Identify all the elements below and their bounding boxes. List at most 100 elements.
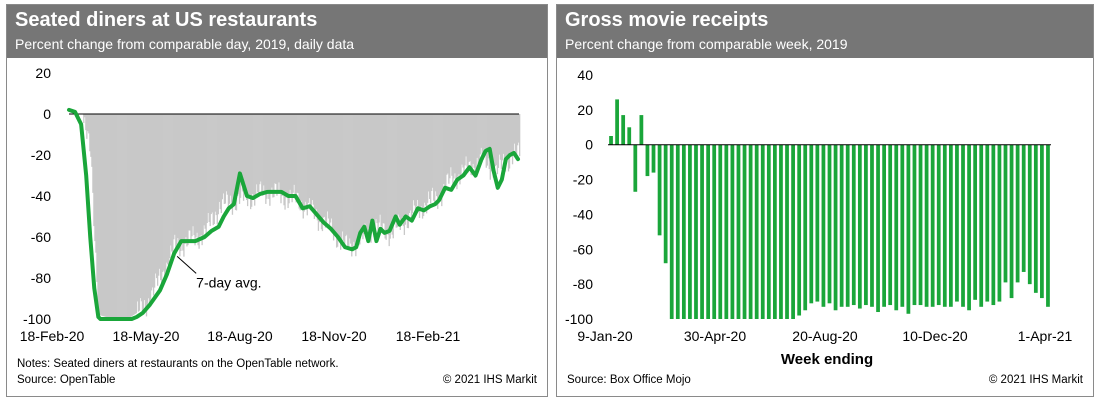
daily-bar <box>255 114 257 196</box>
restaurant-chart-header: Seated diners at US restaurants Percent … <box>7 5 547 58</box>
daily-bar <box>400 114 402 226</box>
daily-bar <box>499 114 502 160</box>
daily-bar <box>225 114 228 192</box>
daily-bar <box>136 114 139 302</box>
daily-bar <box>374 114 376 233</box>
daily-bar <box>330 114 333 219</box>
week-bar <box>797 144 802 316</box>
daily-bar <box>193 114 195 236</box>
daily-bar <box>399 114 401 230</box>
y-tick-label: -100 <box>565 311 593 327</box>
daily-bar <box>95 114 97 253</box>
daily-bar <box>207 114 209 213</box>
daily-bar <box>173 114 175 240</box>
daily-bar <box>288 114 290 204</box>
daily-bar <box>376 114 378 224</box>
daily-bar <box>402 114 405 227</box>
daily-bar <box>345 114 347 237</box>
daily-bar <box>478 114 480 169</box>
daily-bar <box>204 114 206 229</box>
daily-bar <box>251 114 253 207</box>
daily-bar <box>113 114 115 319</box>
daily-bar <box>380 114 382 226</box>
week-bar <box>645 144 650 177</box>
daily-bar <box>465 114 467 157</box>
y-tick-label: -40 <box>31 188 51 204</box>
daily-bar <box>475 114 477 170</box>
daily-bar <box>208 114 210 222</box>
daily-bar <box>155 114 158 279</box>
daily-bar <box>303 114 305 212</box>
daily-bar <box>289 114 291 190</box>
daily-bar <box>398 114 400 218</box>
daily-bar <box>411 114 414 214</box>
daily-bar <box>133 114 136 315</box>
daily-bar <box>98 114 100 315</box>
daily-bar <box>423 114 426 203</box>
daily-bar <box>119 114 121 319</box>
week-bar <box>906 144 911 314</box>
daily-bar <box>243 114 246 193</box>
week-bar <box>839 144 844 307</box>
daily-bar <box>513 114 516 144</box>
daily-bar <box>211 114 213 213</box>
week-bar <box>700 144 704 319</box>
restaurant-chart-title: Seated diners at US restaurants <box>15 9 318 31</box>
y-tick-label: -60 <box>31 229 51 245</box>
daily-bar <box>110 114 112 319</box>
daily-bar <box>190 114 192 242</box>
daily-bar <box>507 114 510 172</box>
daily-bar <box>471 114 473 176</box>
week-bar <box>948 144 953 307</box>
daily-bar <box>237 114 240 195</box>
daily-bar <box>333 114 336 232</box>
y-tick-label: -60 <box>573 241 593 257</box>
daily-bar <box>487 114 489 159</box>
week-bar <box>864 144 868 306</box>
daily-bar <box>271 114 273 188</box>
week-bar <box>621 115 626 145</box>
daily-bar <box>477 114 479 165</box>
week-bar <box>615 99 619 145</box>
daily-bar <box>456 114 458 190</box>
daily-bar <box>496 114 499 175</box>
week-bar <box>967 144 971 311</box>
daily-bar <box>346 114 348 235</box>
daily-bar <box>145 114 148 317</box>
x-tick-label: 18-Feb-20 <box>20 328 85 344</box>
daily-bar <box>102 114 104 317</box>
daily-bar <box>315 114 318 210</box>
daily-bar <box>505 114 508 161</box>
daily-bar <box>455 114 457 186</box>
daily-bar <box>324 114 327 228</box>
daily-bar <box>171 114 173 252</box>
daily-bar <box>94 114 96 242</box>
daily-bar <box>134 114 137 314</box>
daily-bar <box>508 114 511 169</box>
daily-bar <box>240 114 243 186</box>
daily-bar <box>405 114 408 219</box>
week-bar <box>736 144 741 319</box>
daily-bar <box>449 114 451 179</box>
avg-line <box>67 107 520 321</box>
daily-bar <box>472 114 474 164</box>
daily-bar <box>114 114 116 319</box>
week-bar <box>718 144 723 319</box>
week-bar <box>821 144 826 307</box>
daily-bar <box>115 114 117 319</box>
daily-bar <box>234 114 237 210</box>
daily-bar <box>361 114 363 229</box>
daily-bar <box>228 114 231 204</box>
daily-bar <box>231 114 234 215</box>
daily-bar <box>310 114 312 212</box>
daily-bar <box>320 114 323 230</box>
daily-bar <box>216 114 218 225</box>
week-bar <box>845 144 850 307</box>
daily-bar <box>378 114 380 223</box>
week-bar <box>997 144 1002 302</box>
daily-bar <box>247 114 250 196</box>
daily-bar <box>443 114 445 185</box>
daily-bar <box>485 114 487 168</box>
